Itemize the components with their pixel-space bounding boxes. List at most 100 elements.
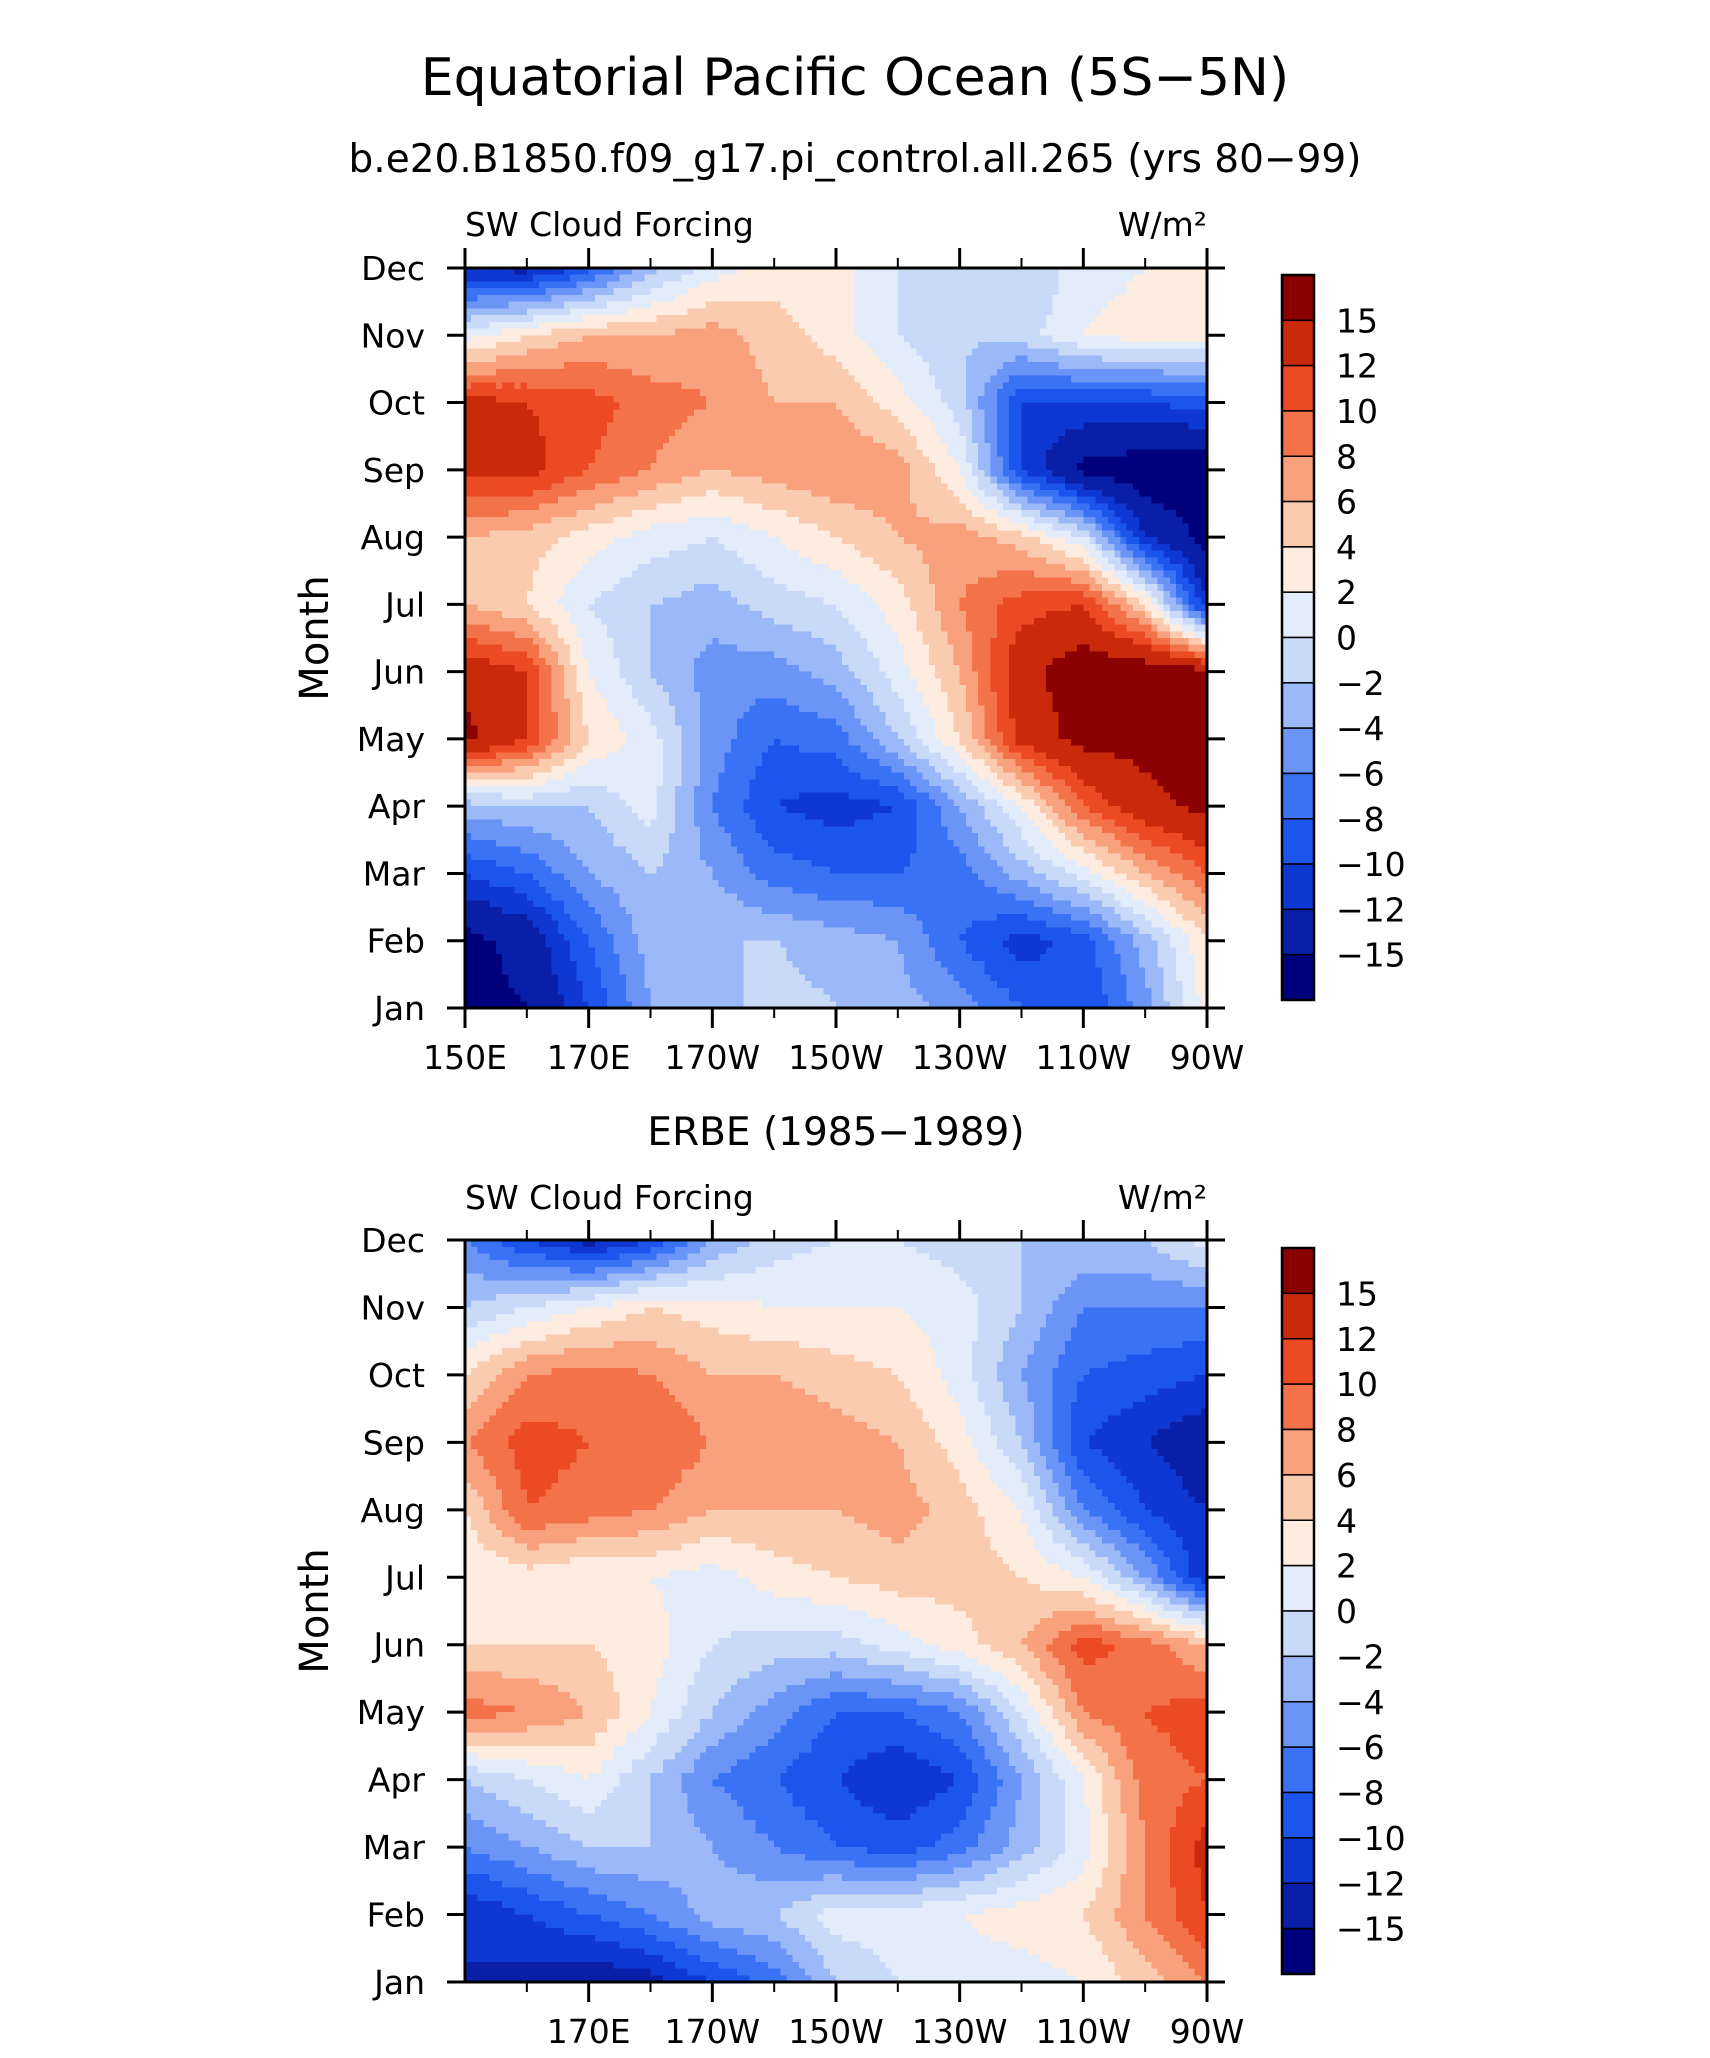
heatmap-cell [1052, 503, 1059, 510]
heatmap-cell [613, 409, 620, 416]
heatmap-cell [521, 503, 528, 510]
heatmap-cell [799, 503, 806, 510]
heatmap-cell [706, 369, 713, 376]
heatmap-cell [651, 503, 658, 510]
heatmap-cell [935, 429, 942, 436]
heatmap-cell [471, 477, 478, 484]
heatmap-cell [1145, 436, 1152, 443]
heatmap-cell [595, 530, 602, 537]
heatmap-cell [1102, 409, 1109, 416]
heatmap-cell [836, 450, 843, 457]
heatmap-cell [1139, 530, 1146, 537]
heatmap-cell [1015, 416, 1022, 423]
heatmap-cell [966, 450, 973, 457]
heatmap-cell [1009, 355, 1016, 362]
heatmap-cell [1114, 456, 1121, 463]
heatmap-cell [545, 436, 552, 443]
heatmap-cell [787, 423, 794, 430]
heatmap-cell [484, 477, 491, 484]
heatmap-cell [966, 470, 973, 477]
heatmap-cell [731, 329, 738, 336]
heatmap-cell [1034, 416, 1041, 423]
heatmap-cell [570, 369, 577, 376]
heatmap-cell [681, 322, 688, 329]
heatmap-cell [521, 308, 528, 315]
heatmap-cell [539, 490, 546, 497]
heatmap-cell [632, 450, 639, 457]
heatmap-cell [805, 463, 812, 470]
heatmap-cell [787, 315, 794, 322]
heatmap-cell [564, 483, 571, 490]
heatmap-cell [1133, 456, 1140, 463]
heatmap-cell [576, 436, 583, 443]
heatmap-cell [1102, 483, 1109, 490]
heatmap-cell [675, 329, 682, 336]
heatmap-cell [737, 416, 744, 423]
heatmap-cell [1022, 510, 1029, 517]
heatmap-cell [490, 443, 497, 450]
heatmap-cell [675, 389, 682, 396]
heatmap-cell [638, 329, 645, 336]
heatmap-cell [1164, 295, 1171, 302]
heatmap-cell [885, 477, 892, 484]
heatmap-cell [817, 544, 824, 551]
heatmap-cell [997, 537, 1004, 544]
heatmap-cell [1151, 369, 1158, 376]
heatmap-cell [1127, 443, 1134, 450]
heatmap-cell [910, 429, 917, 436]
heatmap-cell [941, 322, 948, 329]
heatmap-cell [768, 450, 775, 457]
heatmap-cell [607, 355, 614, 362]
heatmap-cell [1188, 349, 1195, 356]
heatmap-cell [490, 544, 497, 551]
heatmap-cell [638, 456, 645, 463]
heatmap-cell [811, 376, 818, 383]
heatmap-cell [749, 369, 756, 376]
heatmap-cell [774, 483, 781, 490]
heatmap-cell [1151, 524, 1158, 531]
heatmap-cell [929, 429, 936, 436]
heatmap-cell [1188, 322, 1195, 329]
heatmap-cell [861, 315, 868, 322]
heatmap-cell [768, 470, 775, 477]
heatmap-cell [552, 396, 559, 403]
heatmap-cell [552, 376, 559, 383]
heatmap-cell [514, 403, 521, 410]
heatmap-cell [947, 382, 954, 389]
heatmap-cell [1151, 416, 1158, 423]
heatmap-cell [582, 537, 589, 544]
heatmap-cell [861, 335, 868, 342]
heatmap-cell [657, 450, 664, 457]
heatmap-cell [978, 342, 985, 349]
heatmap-cell [539, 456, 546, 463]
heatmap-cell [564, 362, 571, 369]
heatmap-cell [675, 275, 682, 282]
heatmap-cell [836, 497, 843, 504]
heatmap-cell [490, 288, 497, 295]
heatmap-cell [1090, 369, 1097, 376]
heatmap-cell [966, 369, 973, 376]
heatmap-cell [1188, 362, 1195, 369]
heatmap-cell [978, 389, 985, 396]
heatmap-cell [1046, 376, 1053, 383]
heatmap-cell [787, 443, 794, 450]
heatmap-cell [762, 497, 769, 504]
heatmap-cell [496, 463, 503, 470]
heatmap-cell [1090, 376, 1097, 383]
heatmap-cell [539, 497, 546, 504]
heatmap-cell [1133, 409, 1140, 416]
heatmap-cell [1195, 308, 1202, 315]
heatmap-cell [947, 315, 954, 322]
heatmap-cell [836, 322, 843, 329]
heatmap-cell [756, 463, 763, 470]
heatmap-cell [731, 355, 738, 362]
heatmap-cell [688, 308, 695, 315]
heatmap-cell [632, 530, 639, 537]
heatmap-cell [688, 544, 695, 551]
heatmap-cell [632, 416, 639, 423]
heatmap-cell [657, 403, 664, 410]
heatmap-cell [978, 288, 985, 295]
heatmap-cell [923, 382, 930, 389]
heatmap-cell [953, 443, 960, 450]
heatmap-cell [589, 423, 596, 430]
